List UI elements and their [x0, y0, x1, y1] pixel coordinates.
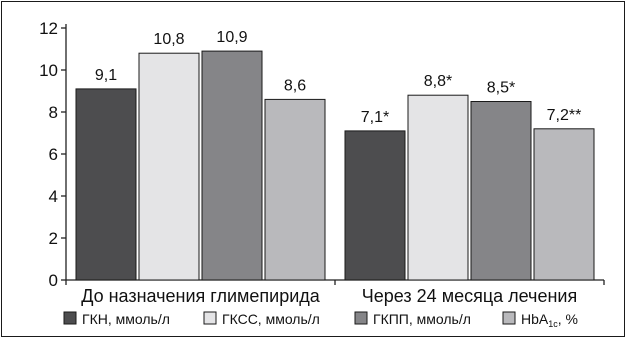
legend-label: ГКПП, ммоль/л — [373, 311, 471, 327]
y-tick-label: 4 — [49, 187, 58, 206]
legend-label: ГКСС, ммоль/л — [222, 311, 320, 327]
x-category-label: Через 24 месяца лечения — [362, 286, 577, 306]
y-tick-label: 12 — [39, 19, 58, 38]
legend-label-part: , % — [558, 311, 578, 327]
bar — [344, 130, 406, 281]
bar-value-label: 8,6 — [284, 77, 306, 94]
bar-value-label: 8,8* — [424, 73, 452, 90]
bar — [75, 88, 137, 281]
legend-label: HbA1c, % — [521, 311, 578, 329]
legend-swatch — [354, 311, 368, 325]
bar — [407, 94, 469, 281]
bar-value-label: 9,1 — [95, 67, 117, 84]
y-tick-label: 0 — [49, 271, 58, 290]
bar-value-label: 10,9 — [216, 29, 247, 46]
y-tick-label: 6 — [49, 145, 58, 164]
bar-value-label: 10,8 — [153, 31, 184, 48]
y-tick-label: 2 — [49, 229, 58, 248]
x-category-label: До назначения глимепирида — [81, 286, 321, 306]
bar — [138, 52, 200, 281]
legend-swatch — [502, 311, 516, 325]
legend-swatch — [63, 311, 77, 325]
bar-value-label: 8,5* — [487, 80, 515, 97]
bar — [201, 50, 263, 281]
bar — [470, 101, 532, 281]
bar-value-label: 7,1* — [361, 109, 389, 126]
y-tick-label: 8 — [49, 103, 58, 122]
legend-label: ГКН, ммоль/л — [82, 311, 170, 327]
legend-label-part: HbA — [521, 311, 549, 327]
bar — [264, 98, 326, 281]
y-tick-label: 10 — [39, 61, 58, 80]
bar — [533, 128, 595, 281]
legend-label-subscript: 1c — [548, 319, 558, 329]
bar-value-label: 7,2** — [547, 107, 582, 124]
legend-swatch — [203, 311, 217, 325]
